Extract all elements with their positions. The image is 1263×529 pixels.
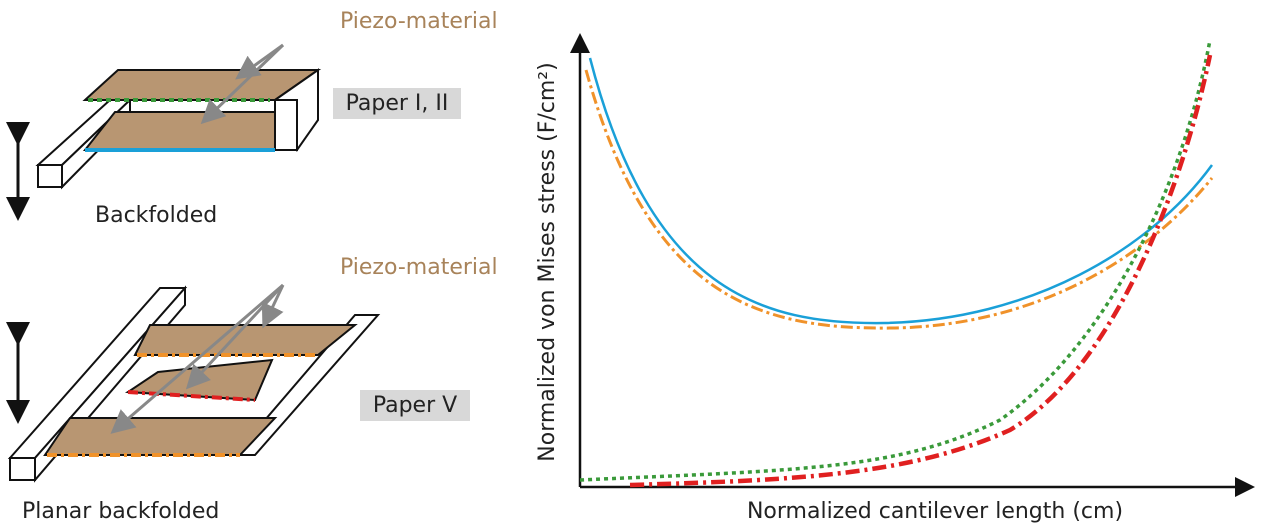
- annotation: Piezo-material: [340, 255, 498, 280]
- plot: [580, 38, 1250, 487]
- x-axis-label: Normalized cantilever length (cm): [747, 499, 1123, 524]
- planar-diagram: [10, 285, 378, 480]
- figure: Piezo-material Paper I, II Backfolded Pi…: [0, 0, 1263, 529]
- curve: [580, 40, 1210, 480]
- y-axis-label: Normalized von Mises stress (F/cm²): [535, 62, 560, 461]
- label: Planar backfolded: [22, 499, 219, 524]
- annotation: Piezo-material: [340, 9, 498, 34]
- tag: Paper I, II: [346, 91, 449, 116]
- label: Backfolded: [95, 203, 217, 228]
- tag: Paper V: [373, 393, 457, 418]
- curve: [586, 70, 1212, 328]
- curve: [630, 55, 1210, 485]
- backfolded-diagram: [18, 45, 318, 215]
